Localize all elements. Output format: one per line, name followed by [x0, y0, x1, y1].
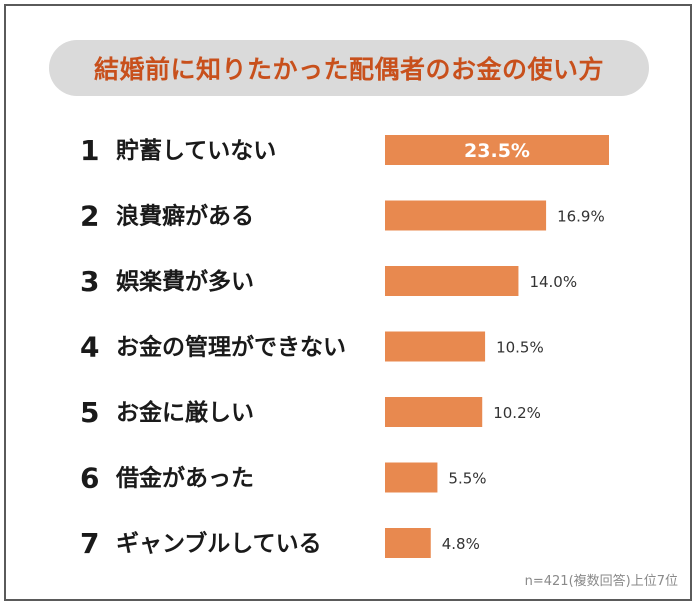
rank-number: 4: [80, 331, 99, 364]
bar: [385, 266, 519, 296]
data-label: 23.5%: [464, 140, 530, 162]
chart-title: 結婚前に知りたかった配偶者のお金の使い方: [93, 55, 604, 84]
bar: [385, 200, 547, 231]
data-label: 16.9%: [557, 208, 605, 226]
rank-number: 3: [80, 265, 99, 298]
data-label: 10.2%: [493, 404, 541, 422]
category-label: お金に厳しい: [116, 399, 254, 426]
title-banner: 結婚前に知りたかった配偶者のお金の使い方: [49, 40, 649, 96]
rank-number: 1: [80, 134, 99, 167]
bar: [385, 135, 609, 165]
rank-number: 7: [80, 527, 99, 560]
data-label: 4.8%: [442, 535, 480, 553]
rank-number: 5: [80, 396, 99, 429]
bar: [385, 331, 486, 362]
data-label: 14.0%: [529, 273, 577, 291]
category-label: 借金があった: [115, 465, 254, 492]
data-label: 10.5%: [496, 339, 544, 357]
bar: [385, 462, 438, 493]
rank-number: 2: [80, 200, 99, 233]
sample-note: n=421(複数回答)上位7位: [524, 574, 678, 589]
category-label: 貯蓄していない: [116, 137, 276, 164]
category-label: 浪費癖がある: [116, 203, 254, 230]
data-label: 5.5%: [448, 470, 486, 488]
category-label: ギャンブルしている: [116, 530, 322, 557]
category-label: お金の管理ができない: [116, 334, 346, 361]
bar: [385, 528, 431, 558]
chart-frame: [4, 4, 692, 601]
bar: [385, 397, 483, 427]
category-label: 娯楽費が多い: [116, 268, 254, 295]
rank-number: 6: [80, 462, 99, 495]
